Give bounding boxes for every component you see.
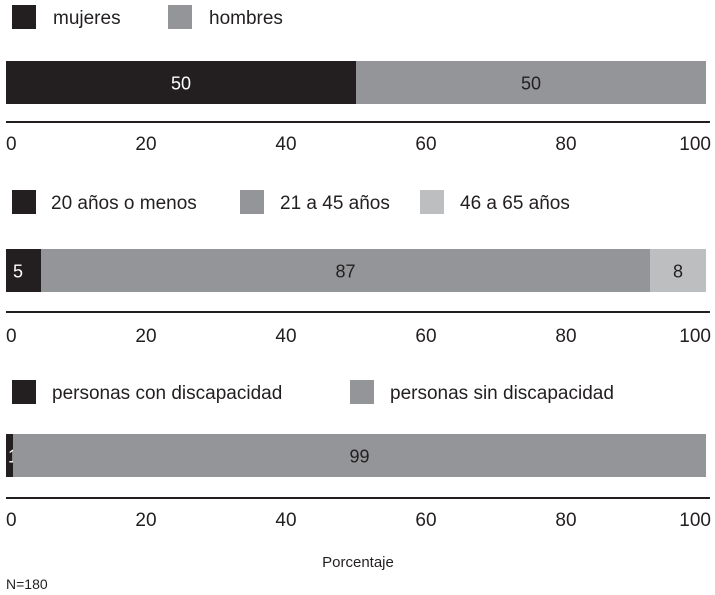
chart-panel-1: mujeres hombres 50 50 0 20 40 60 80 100 <box>6 5 711 155</box>
legend-label-2: personas sin discapacidad <box>390 383 614 404</box>
legend-label-1: mujeres <box>53 8 121 29</box>
bar-segment-2 <box>41 249 650 292</box>
x-tick-label-80: 80 <box>555 134 576 155</box>
x-tick-label-20: 20 <box>135 510 156 531</box>
bar-segment-3 <box>650 249 706 292</box>
x-tick-label-20: 20 <box>135 326 156 347</box>
x-tick-label-20: 20 <box>135 134 156 155</box>
bar-value-label-1: 5 <box>13 262 23 282</box>
x-tick-label-60: 60 <box>415 510 436 531</box>
bar-segment-1 <box>6 434 13 477</box>
x-tick-label-60: 60 <box>415 134 436 155</box>
legend-swatch-2 <box>168 5 192 29</box>
sample-size-note: N=180 <box>6 576 48 592</box>
legend-swatch-2 <box>350 380 374 404</box>
x-tick-label-0: 0 <box>6 510 17 531</box>
x-tick-label-0: 0 <box>6 134 17 155</box>
x-tick-label-40: 40 <box>275 134 296 155</box>
x-axis-label: Porcentaje <box>322 554 394 571</box>
x-tick-label-0: 0 <box>6 326 17 347</box>
x-tick-label-100: 100 <box>679 134 711 155</box>
bar-value-label-2: 99 <box>349 447 369 467</box>
bar-segment-1 <box>6 61 356 104</box>
legend-swatch-1 <box>12 190 36 214</box>
bar-value-label-3: 8 <box>673 262 683 282</box>
bar-value-label-2: 87 <box>335 262 355 282</box>
legend-swatch-1 <box>12 380 36 404</box>
legend-label-3: 46 a 65 años <box>460 193 570 214</box>
x-tick-label-100: 100 <box>679 510 711 531</box>
x-tick-label-80: 80 <box>555 326 576 347</box>
bar-value-label-2: 50 <box>521 74 541 94</box>
legend-label-1: personas con discapacidad <box>52 383 282 404</box>
legend-swatch-2 <box>240 190 264 214</box>
chart-panel-3: personas con discapacidad personas sin di… <box>6 380 711 531</box>
bar-segment-2 <box>356 61 706 104</box>
legend-label-2: 21 a 45 años <box>280 193 390 214</box>
x-tick-label-100: 100 <box>679 326 711 347</box>
bar-value-label-1: 50 <box>171 74 191 94</box>
x-tick-label-80: 80 <box>555 510 576 531</box>
legend-label-2: hombres <box>209 8 283 29</box>
legend-label-1: 20 años o menos <box>51 193 197 214</box>
chart-panel-2: 20 años o menos 21 a 45 años 46 a 65 años 5… <box>6 190 711 347</box>
legend-swatch-1 <box>12 5 36 29</box>
x-tick-label-40: 40 <box>275 326 296 347</box>
x-tick-label-40: 40 <box>275 510 296 531</box>
legend-swatch-3 <box>420 190 444 214</box>
bar-segment-1 <box>6 249 41 292</box>
x-tick-label-60: 60 <box>415 326 436 347</box>
bar-segment-2 <box>13 434 706 477</box>
